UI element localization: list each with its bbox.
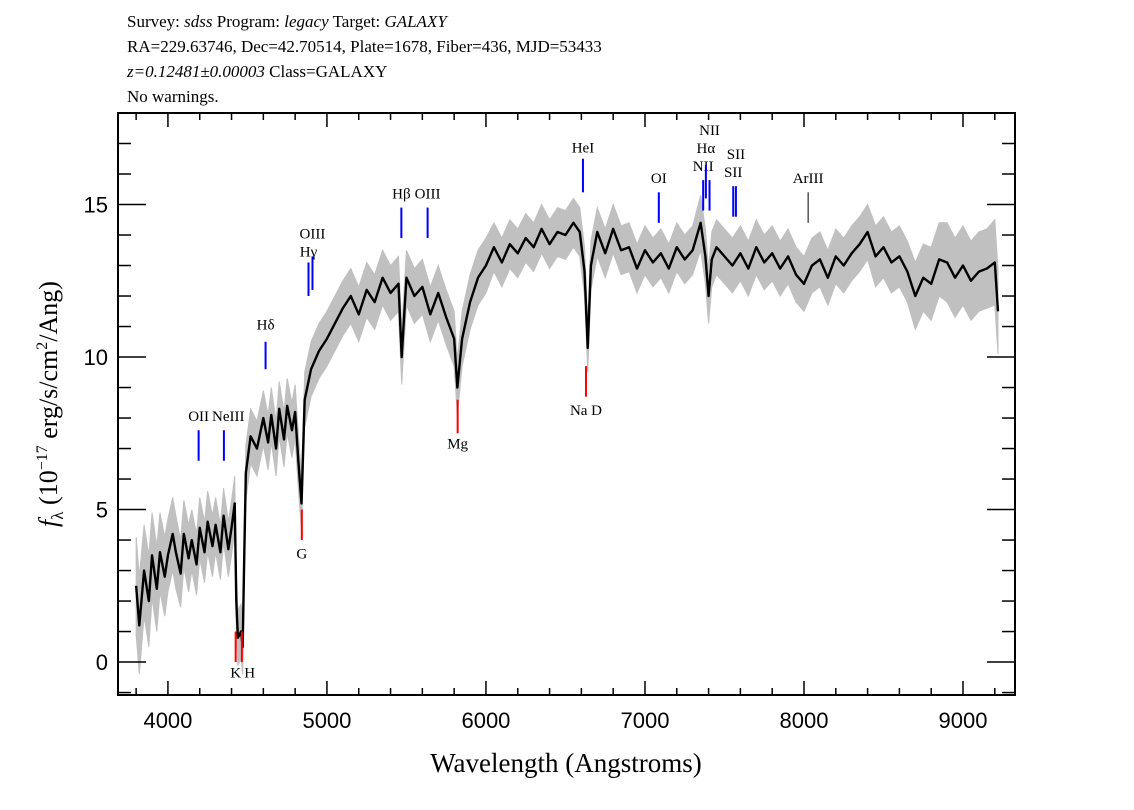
survey-label: Survey: [127,12,180,31]
error-band [135,195,999,675]
x-tick-label: 8000 [780,708,829,733]
axis-ticks: 4000 5000 6000 7000 8000 9000 0 5 10 15 [84,113,1015,733]
line-label: NII [699,123,720,139]
line-label: NII [693,159,714,175]
header-line-survey: Survey: sdss Program: legacy Target: GAL… [127,12,447,32]
target-value: GALAXY [384,12,447,31]
x-tick-label: 7000 [620,708,669,733]
line-label: OIII [300,226,326,242]
x-tick-label: 4000 [143,708,192,733]
line-label: Hγ [300,244,318,260]
line-label: HeI [572,141,595,157]
line-label: OII [188,409,209,425]
line-label: Hα [697,141,716,157]
line-label: H [244,665,255,681]
class-value: Class=GALAXY [269,62,388,81]
line-label: SII [724,165,742,181]
spectral-line-markers: OII NeIII K H Hδ G Hγ OIII Hβ OIII Mg HeI Na D OI NII H… [188,123,823,681]
flux-line [134,221,1000,649]
y-tick-label: 0 [96,650,108,675]
x-tick-label: 9000 [939,708,988,733]
redshift-value: z=0.12481±0.00003 [127,62,265,81]
y-axis-label: fλ (10−17 erg/s/cm2/Ang) [34,281,67,527]
x-tick-label: 5000 [302,708,351,733]
svg-text:fλ (10−17 erg/s/cm2/Ang): fλ (10−17 erg/s/cm2/Ang) [34,281,67,527]
line-label: Na D [570,403,602,419]
y-tick-label: 15 [84,193,108,218]
program-value: legacy [284,12,329,31]
x-tick-label: 6000 [461,708,510,733]
line-label: Hδ [257,318,275,334]
flux-series [134,221,1000,649]
header-line-coordinates: RA=229.63746, Dec=42.70514, Plate=1678, … [127,37,602,56]
plot-frame [117,112,1016,696]
y-tick-label: 10 [84,345,108,370]
header-line-redshift: z=0.12481±0.00003 Class=GALAXY [127,62,387,82]
error-band-area [135,195,999,675]
line-label: K [230,665,241,681]
line-label: G [296,546,307,562]
survey-value: sdss [184,12,213,31]
y-tick-label: 5 [96,498,108,523]
line-label: SII [727,147,745,163]
line-label: ArIII [793,171,824,187]
header-line-warnings: No warnings. [127,87,219,106]
line-label: OI [651,171,667,187]
x-axis-label: Wavelength (Angstroms) [430,748,702,778]
line-label: NeIII [212,409,244,425]
line-label: OIII [415,186,441,202]
program-label: Program: [216,12,281,31]
line-label: Mg [447,437,468,453]
line-label: Hβ [392,186,410,202]
target-label: Target: [332,12,381,31]
